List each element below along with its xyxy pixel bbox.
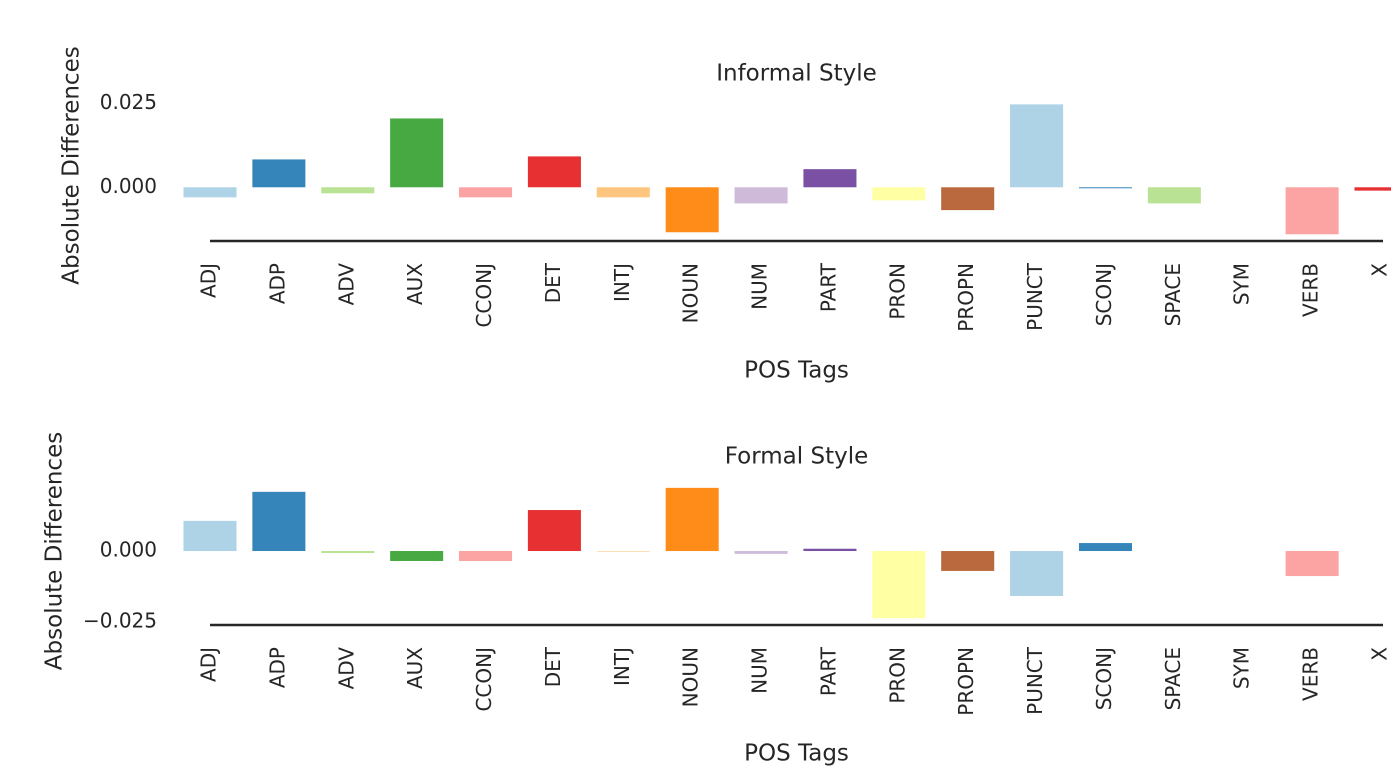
bar: [183, 520, 237, 552]
x-tick-label: SPACE: [1161, 263, 1185, 326]
chart-title: Informal Style: [716, 61, 877, 87]
x-tick-label: NUM: [748, 263, 772, 310]
x-tick-label: PRON: [885, 263, 909, 320]
bar: [872, 187, 926, 201]
x-tick-label: AUX: [403, 647, 427, 689]
bar: [1354, 187, 1391, 191]
x-tick-label: DET: [541, 646, 565, 687]
bar: [1285, 187, 1339, 235]
bar: [872, 551, 926, 619]
bar: [321, 187, 375, 194]
bar: [459, 187, 513, 198]
x-tick-label: ADV: [334, 263, 358, 306]
bar: [1078, 543, 1132, 552]
x-tick-label: VERB: [1299, 263, 1323, 317]
bar: [665, 187, 719, 233]
y-axis-label: Absolute Differences: [42, 432, 68, 670]
bar: [252, 159, 306, 188]
x-tick-label: INTJ: [610, 647, 634, 686]
x-tick-label: ADP: [265, 647, 289, 688]
chart-title: Formal Style: [725, 444, 869, 470]
x-tick-label: CCONJ: [472, 263, 496, 328]
x-tick-label: DET: [541, 262, 565, 303]
y-tick-label: 0.000: [100, 538, 157, 562]
x-tick-label: SCONJ: [1092, 647, 1116, 710]
x-tick-label: SPACE: [1161, 647, 1185, 710]
y-tick-label: −0.025: [83, 609, 157, 633]
bar: [183, 187, 237, 198]
x-axis-label: POS Tags: [744, 741, 849, 767]
bar: [321, 551, 375, 554]
x-tick-label: PUNCT: [1023, 646, 1047, 715]
x-tick-label: PUNCT: [1023, 262, 1047, 331]
x-tick-label: AUX: [403, 263, 427, 305]
bar: [803, 169, 857, 188]
x-tick-label: PART: [816, 646, 840, 696]
x-tick-label: X: [1368, 263, 1391, 277]
bar: [941, 187, 995, 211]
x-tick-label: SYM: [1230, 647, 1254, 689]
x-tick-label: X: [1368, 647, 1391, 661]
bar: [596, 551, 650, 552]
bar: [1010, 551, 1064, 596]
x-tick-label: NOUN: [679, 263, 703, 323]
x-tick-label: ADP: [265, 263, 289, 304]
bar: [527, 510, 581, 552]
bar: [459, 551, 513, 561]
bar: [734, 187, 788, 204]
bar: [803, 548, 857, 552]
bar: [390, 551, 444, 561]
bar: [1078, 187, 1132, 189]
bar: [390, 118, 444, 188]
x-axis-label: POS Tags: [744, 358, 849, 384]
x-tick-label: CCONJ: [472, 647, 496, 712]
y-axis-label: Absolute Differences: [59, 46, 85, 284]
bar: [941, 551, 995, 571]
bar: [527, 156, 581, 188]
x-tick-label: PART: [816, 262, 840, 312]
bar: [665, 487, 719, 552]
x-tick-label: NUM: [748, 647, 772, 694]
x-tick-label: ADJ: [197, 263, 221, 298]
x-tick-label: ADV: [334, 647, 358, 690]
bar: [596, 187, 650, 198]
x-tick-label: INTJ: [610, 263, 634, 302]
bar: [1285, 551, 1339, 577]
x-tick-label: NOUN: [679, 647, 703, 707]
x-tick-label: PROPN: [954, 647, 978, 716]
y-tick-label: 0.000: [100, 174, 157, 198]
y-tick-label: 0.025: [100, 90, 157, 114]
x-tick-label: PRON: [885, 647, 909, 704]
x-tick-label: SCONJ: [1092, 263, 1116, 326]
x-tick-label: PROPN: [954, 263, 978, 332]
x-tick-label: SYM: [1230, 263, 1254, 305]
bar: [1147, 187, 1201, 204]
x-tick-label: ADJ: [197, 647, 221, 682]
bar: [252, 491, 306, 552]
x-tick-label: VERB: [1299, 647, 1323, 701]
bar: [734, 551, 788, 554]
bar: [1010, 104, 1064, 188]
